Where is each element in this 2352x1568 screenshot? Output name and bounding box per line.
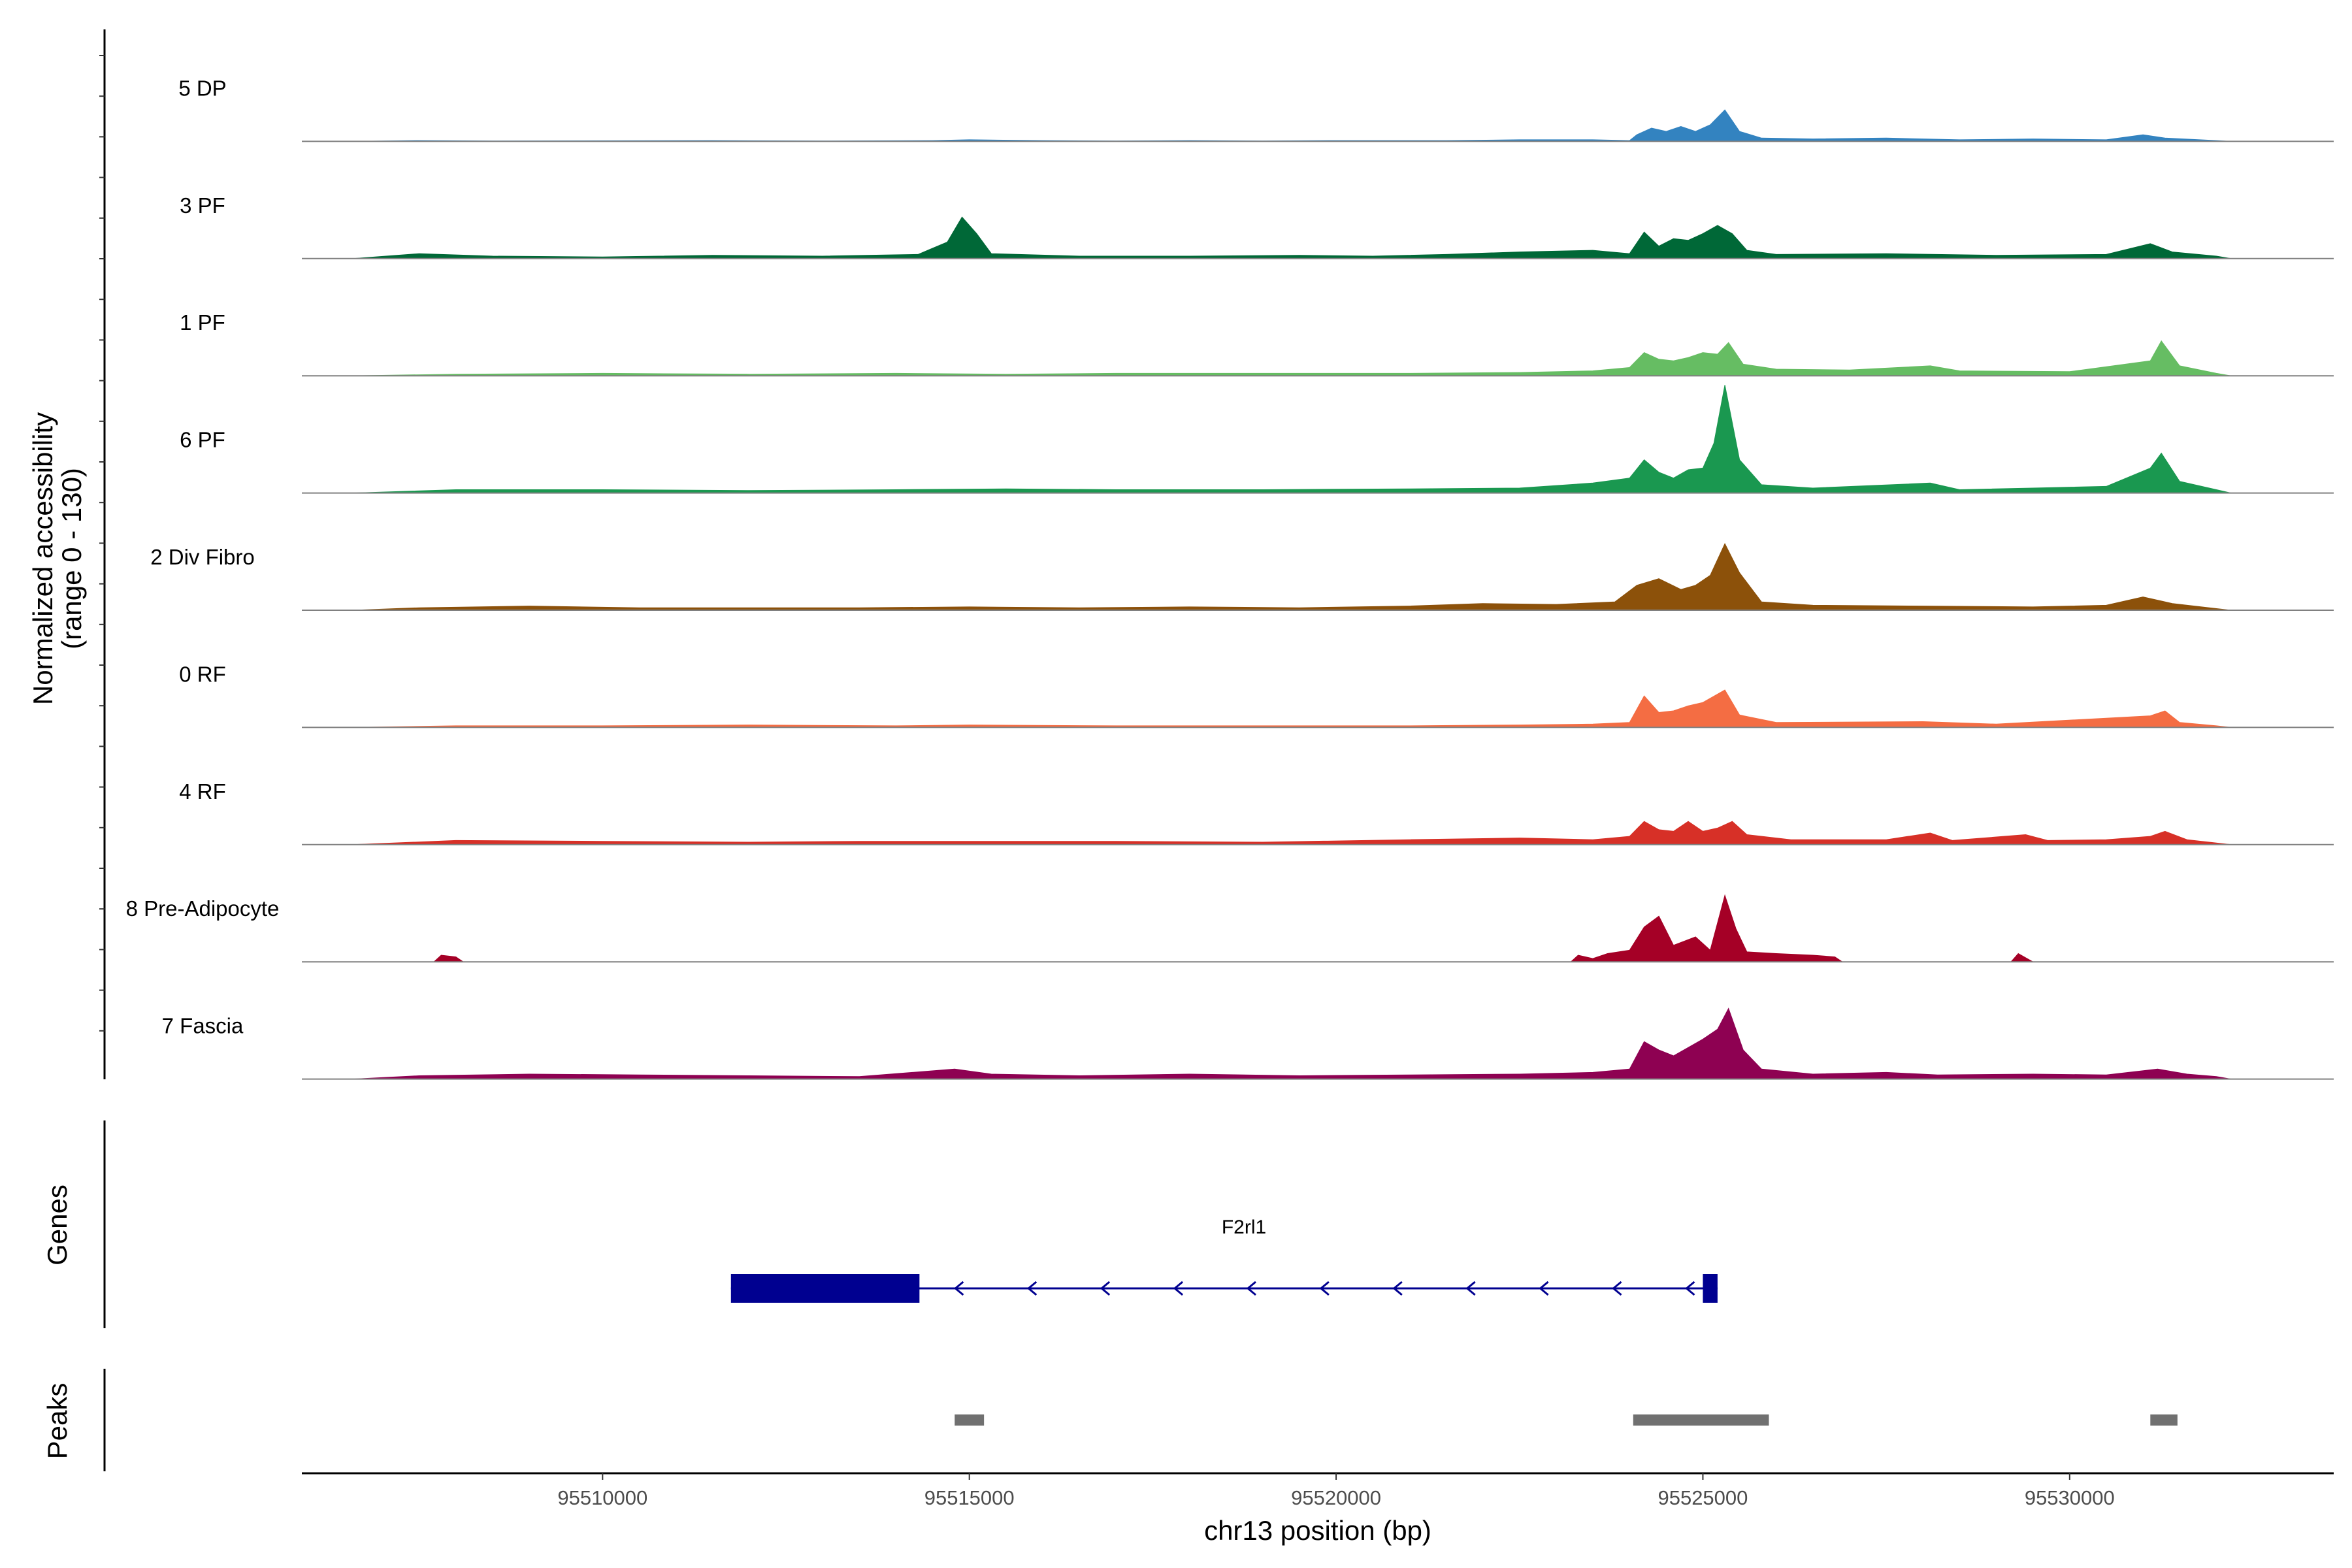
- coverage-area-3-pf: [353, 216, 2231, 259]
- coverage-area-0-rf: [353, 689, 2231, 728]
- track-4-rf: 4 RF: [179, 779, 2334, 845]
- coverage-area-2-div-fibro: [353, 543, 2231, 611]
- peak-3: [2150, 1414, 2178, 1426]
- peaks-track-label: Peaks: [42, 1383, 73, 1460]
- track-label-3-pf: 3 PF: [180, 193, 225, 218]
- x-tick-label: 95530000: [2025, 1486, 2115, 1509]
- peak-1: [955, 1414, 985, 1426]
- coverage-area-6-pf: [353, 385, 2231, 494]
- gene-label-f2rl1: F2rl1: [1222, 1217, 1266, 1238]
- strand-arrow: [1685, 1281, 1695, 1296]
- coverage-tracks: 5 DP 3 PF 1 PF 6 PF 2 Div Fibro 0 RF 4 RF 8 Pre…: [126, 76, 2334, 1080]
- x-axis-title: chr13 position (bp): [1204, 1515, 1431, 1546]
- track-8-pre-adipocyte: 8 Pre-Adipocyte: [126, 894, 2334, 963]
- strand-arrow: [1246, 1281, 1256, 1296]
- track-0-rf: 0 RF: [179, 662, 2334, 728]
- track-label-1-pf: 1 PF: [180, 310, 225, 335]
- track-3-pf: 3 PF: [180, 193, 2334, 259]
- coverage-area-4-rf: [353, 821, 2231, 845]
- x-tick-label: 95520000: [1291, 1486, 1381, 1509]
- track-7-fascia: 7 Fascia: [162, 1007, 2334, 1080]
- coverage-area-5-dp: [353, 109, 2231, 142]
- strand-arrow: [1465, 1281, 1476, 1296]
- track-6-pf: 6 PF: [180, 385, 2334, 494]
- coverage-area-7-fascia: [353, 1007, 2231, 1080]
- strand-arrow: [1100, 1281, 1111, 1296]
- y-axis-title: Normalized accessibility: [27, 412, 58, 705]
- track-1-pf: 1 PF: [180, 310, 2334, 377]
- strand-arrow: [1612, 1281, 1622, 1296]
- track-label-5-dp: 5 DP: [178, 76, 226, 100]
- strand-arrow: [1319, 1281, 1330, 1296]
- track-5-dp: 5 DP: [178, 76, 2334, 142]
- track-label-8-pre-adipocyte: 8 Pre-Adipocyte: [126, 896, 280, 921]
- track-2-div-fibro: 2 Div Fibro: [150, 543, 2334, 611]
- track-label-7-fascia: 7 Fascia: [162, 1014, 244, 1038]
- gene-exon-block: [730, 1274, 920, 1303]
- coverage-y-ticks: [99, 55, 105, 1032]
- x-tick-label: 95515000: [924, 1486, 1015, 1509]
- x-tick-label: 95510000: [557, 1486, 647, 1509]
- x-axis-ticks: 95510000 95515000 95520000 95525000 95530000: [557, 1473, 2115, 1509]
- y-axis-range: (range 0 - 130): [56, 468, 87, 649]
- strand-arrow: [1539, 1281, 1549, 1296]
- coverage-area-1-pf: [353, 340, 2231, 376]
- x-tick-label: 95525000: [1658, 1486, 1748, 1509]
- track-label-2-div-fibro: 2 Div Fibro: [150, 545, 255, 569]
- strand-arrow: [1173, 1281, 1184, 1296]
- peak-2: [1633, 1414, 1769, 1426]
- genes-track-label: Genes: [42, 1184, 73, 1266]
- track-label-0-rf: 0 RF: [179, 662, 226, 686]
- peaks-track: [955, 1414, 2178, 1426]
- coverage-y-title: Normalized accessibility (range 0 - 130): [27, 412, 87, 705]
- strand-arrow: [1392, 1281, 1403, 1296]
- track-label-6-pf: 6 PF: [180, 428, 225, 452]
- gene-model-f2rl1: [730, 1274, 1718, 1303]
- strand-arrow: [1026, 1281, 1037, 1296]
- gene-exon-block: [1703, 1274, 1718, 1303]
- strand-arrow: [954, 1281, 964, 1296]
- track-label-4-rf: 4 RF: [179, 779, 226, 804]
